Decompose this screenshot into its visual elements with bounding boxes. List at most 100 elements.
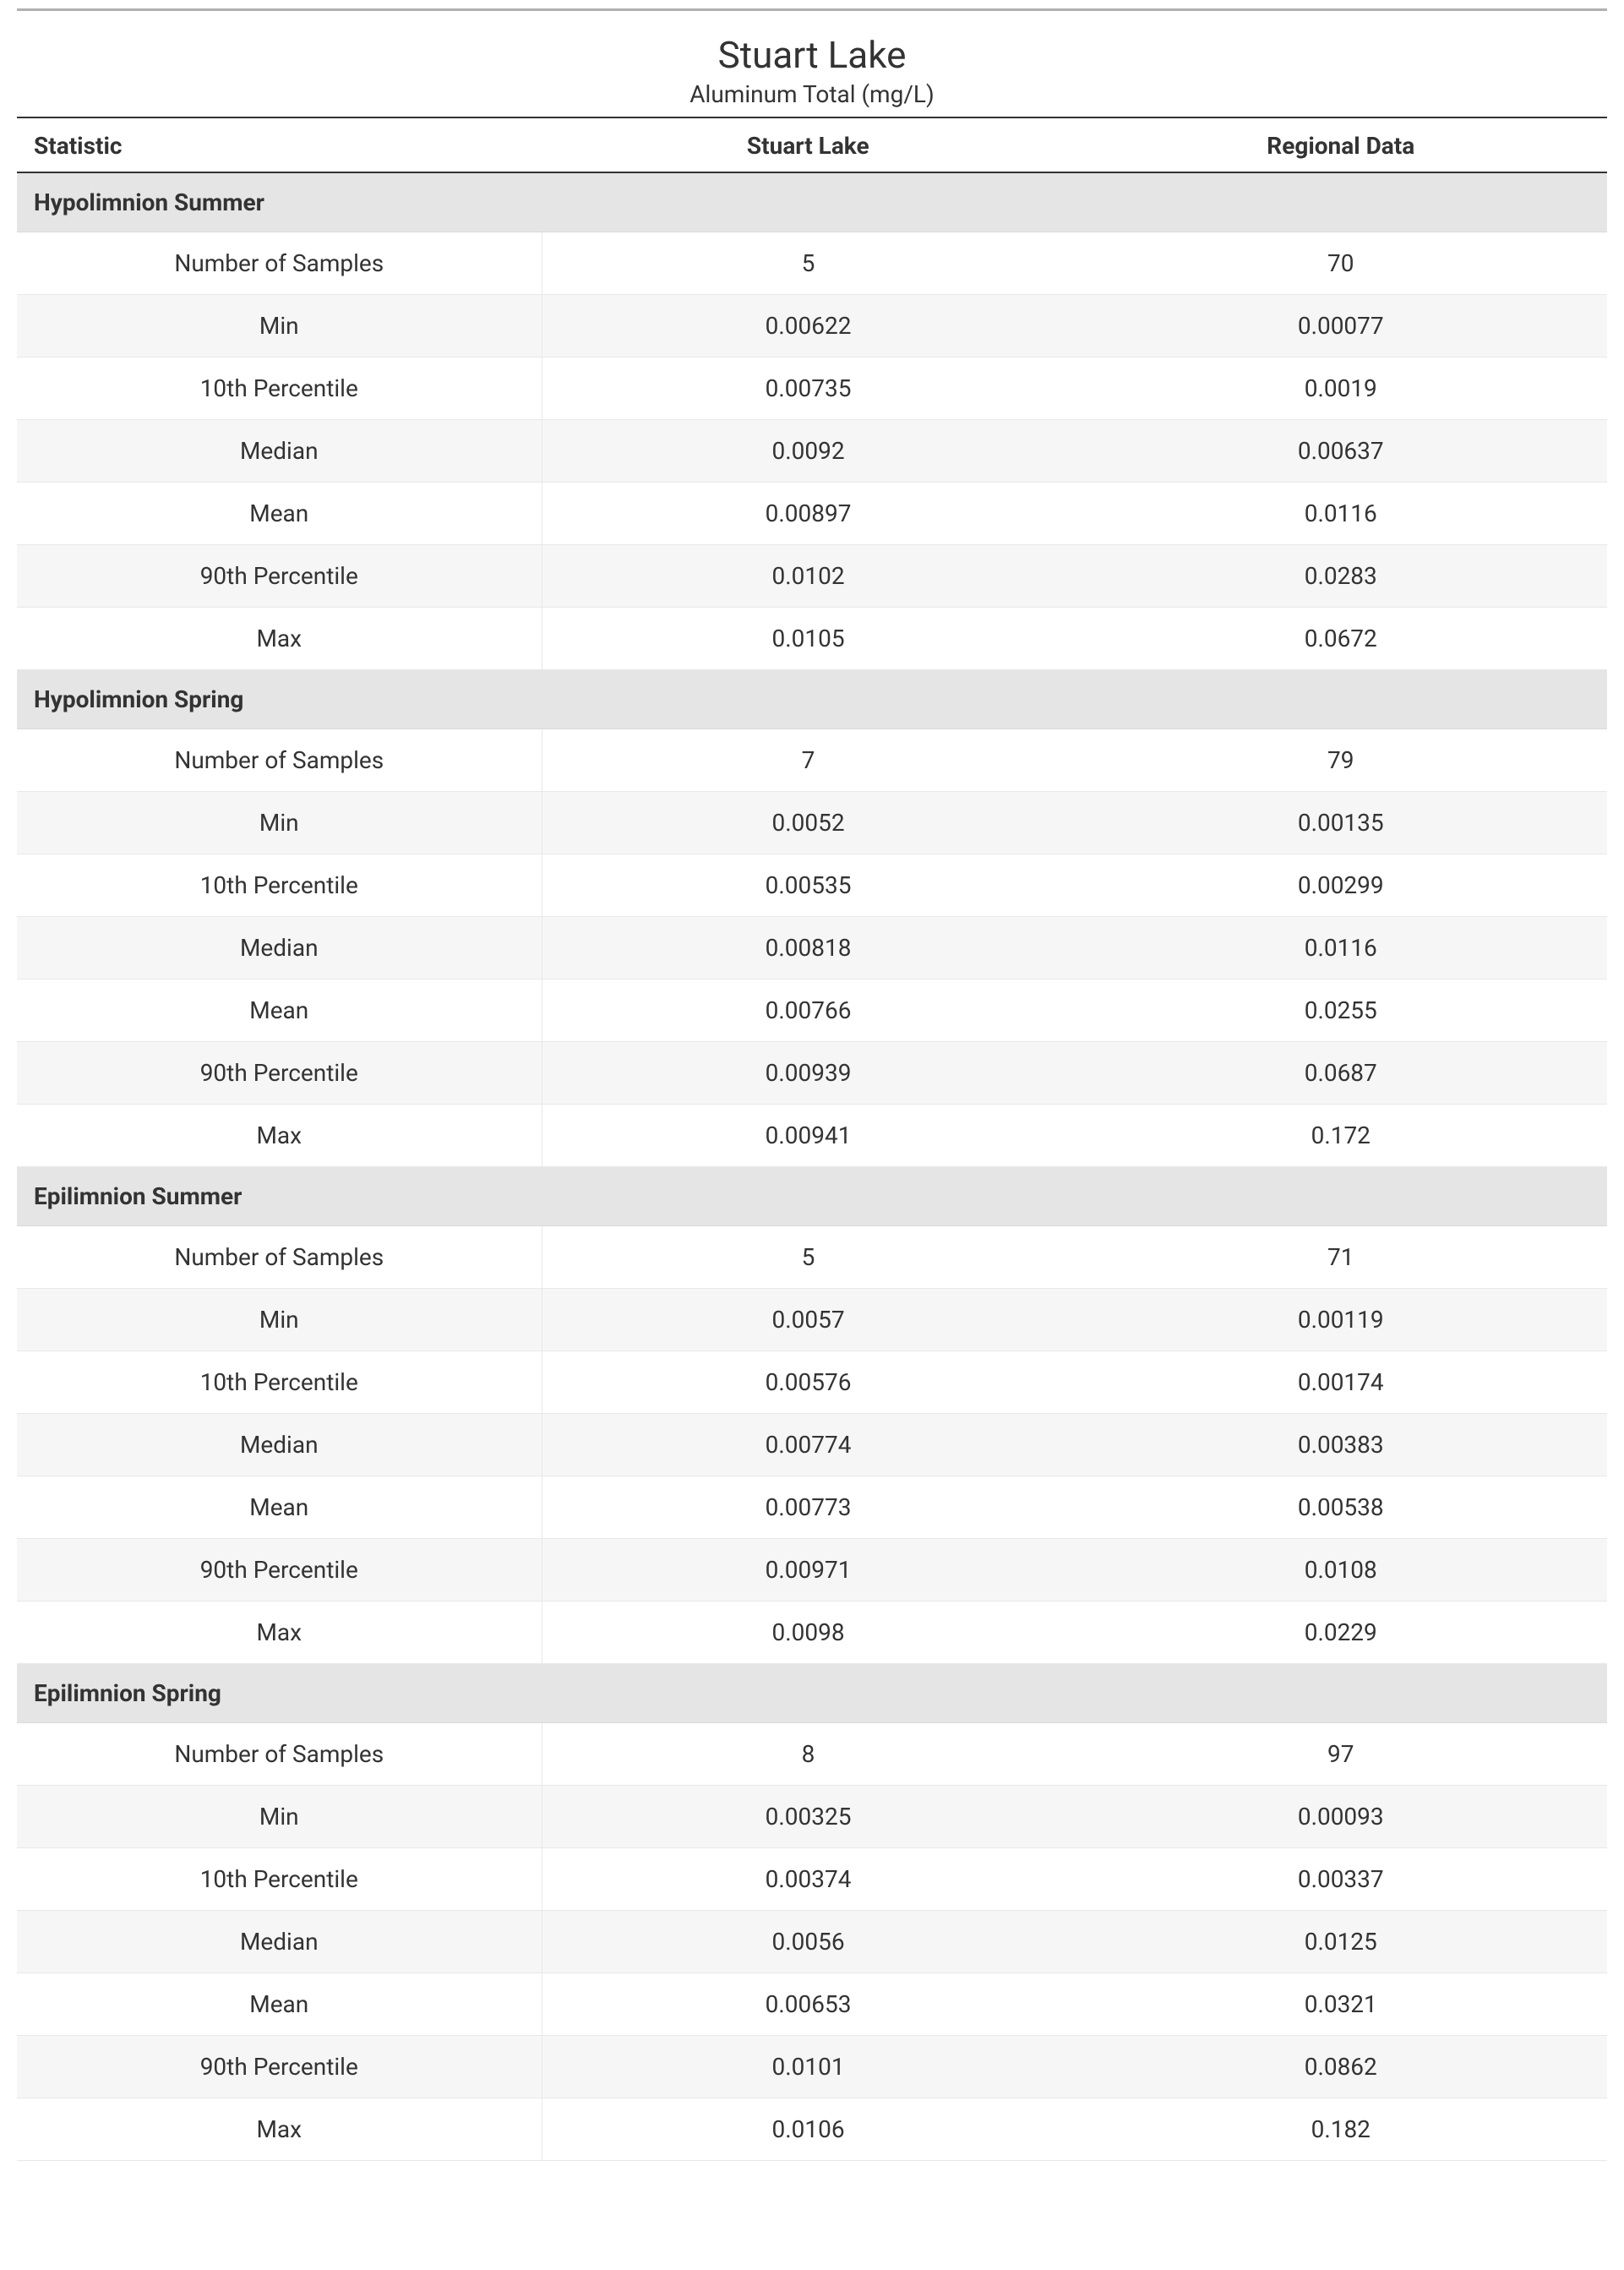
table-row: Number of Samples779 — [17, 729, 1607, 792]
table-header-row: Statistic Stuart Lake Regional Data — [17, 118, 1607, 172]
table-row: Number of Samples897 — [17, 1723, 1607, 1786]
stat-name: Max — [17, 2098, 542, 2161]
value-regional: 0.0321 — [1075, 1973, 1607, 2036]
value-lake: 0.00325 — [542, 1786, 1074, 1848]
value-regional: 0.00174 — [1075, 1351, 1607, 1414]
section-label: Hypolimnion Spring — [17, 670, 1607, 729]
table-row: Min0.003250.00093 — [17, 1786, 1607, 1848]
table-row: Mean0.006530.0321 — [17, 1973, 1607, 2036]
value-regional: 0.0687 — [1075, 1042, 1607, 1105]
table-row: 90th Percentile0.009710.0108 — [17, 1539, 1607, 1602]
stat-name: Max — [17, 1105, 542, 1167]
value-regional: 79 — [1075, 729, 1607, 792]
value-regional: 0.182 — [1075, 2098, 1607, 2161]
table-body: Hypolimnion SummerNumber of Samples570Mi… — [17, 172, 1607, 2161]
stat-name: Number of Samples — [17, 729, 542, 792]
stat-name: Mean — [17, 483, 542, 545]
value-lake: 0.00818 — [542, 917, 1074, 979]
value-lake: 0.0057 — [542, 1289, 1074, 1351]
stat-name: Min — [17, 295, 542, 357]
section-label: Epilimnion Summer — [17, 1167, 1607, 1226]
value-lake: 0.00374 — [542, 1848, 1074, 1911]
value-regional: 0.0862 — [1075, 2036, 1607, 2098]
stat-name: Min — [17, 792, 542, 854]
value-lake: 0.0102 — [542, 545, 1074, 608]
value-regional: 0.00299 — [1075, 854, 1607, 917]
value-lake: 5 — [542, 1226, 1074, 1289]
stat-name: Number of Samples — [17, 1723, 542, 1786]
stat-name: 90th Percentile — [17, 2036, 542, 2098]
section-header-row: Hypolimnion Summer — [17, 172, 1607, 232]
stat-name: 10th Percentile — [17, 1848, 542, 1911]
stat-name: Min — [17, 1786, 542, 1848]
table-row: Median0.00920.00637 — [17, 420, 1607, 483]
stat-name: Min — [17, 1289, 542, 1351]
col-header-lake: Stuart Lake — [542, 118, 1074, 172]
table-row: Max0.009410.172 — [17, 1105, 1607, 1167]
section-label: Epilimnion Spring — [17, 1664, 1607, 1723]
stat-name: 10th Percentile — [17, 357, 542, 420]
stat-name: Median — [17, 420, 542, 483]
table-row: Mean0.008970.0116 — [17, 483, 1607, 545]
value-regional: 0.0125 — [1075, 1911, 1607, 1973]
value-lake: 0.0106 — [542, 2098, 1074, 2161]
table-row: Min0.006220.00077 — [17, 295, 1607, 357]
value-regional: 0.00119 — [1075, 1289, 1607, 1351]
value-lake: 0.00774 — [542, 1414, 1074, 1476]
value-lake: 0.0052 — [542, 792, 1074, 854]
table-row: Mean0.007730.00538 — [17, 1476, 1607, 1539]
value-regional: 70 — [1075, 232, 1607, 295]
section-header-row: Epilimnion Summer — [17, 1167, 1607, 1226]
table-row: 10th Percentile0.003740.00337 — [17, 1848, 1607, 1911]
value-regional: 0.00383 — [1075, 1414, 1607, 1476]
value-lake: 8 — [542, 1723, 1074, 1786]
section-label: Hypolimnion Summer — [17, 172, 1607, 232]
stat-name: Mean — [17, 1973, 542, 2036]
stat-name: Mean — [17, 979, 542, 1042]
table-row: Min0.00520.00135 — [17, 792, 1607, 854]
value-lake: 0.00971 — [542, 1539, 1074, 1602]
table-row: Number of Samples570 — [17, 232, 1607, 295]
table-row: 10th Percentile0.005760.00174 — [17, 1351, 1607, 1414]
table-row: Max0.01060.182 — [17, 2098, 1607, 2161]
value-regional: 97 — [1075, 1723, 1607, 1786]
stat-name: Median — [17, 917, 542, 979]
value-regional: 71 — [1075, 1226, 1607, 1289]
value-regional: 0.0116 — [1075, 917, 1607, 979]
table-row: Number of Samples571 — [17, 1226, 1607, 1289]
col-header-statistic: Statistic — [17, 118, 542, 172]
stat-name: Max — [17, 608, 542, 670]
col-header-regional: Regional Data — [1075, 118, 1607, 172]
stat-name: Mean — [17, 1476, 542, 1539]
value-lake: 0.0098 — [542, 1602, 1074, 1664]
table-row: 90th Percentile0.009390.0687 — [17, 1042, 1607, 1105]
value-regional: 0.0108 — [1075, 1539, 1607, 1602]
table-row: Mean0.007660.0255 — [17, 979, 1607, 1042]
stat-name: Median — [17, 1414, 542, 1476]
stat-name: Max — [17, 1602, 542, 1664]
value-regional: 0.00337 — [1075, 1848, 1607, 1911]
value-lake: 0.0105 — [542, 608, 1074, 670]
table-row: Median0.008180.0116 — [17, 917, 1607, 979]
value-regional: 0.0116 — [1075, 483, 1607, 545]
value-lake: 0.00766 — [542, 979, 1074, 1042]
stat-name: Number of Samples — [17, 1226, 542, 1289]
value-lake: 0.00576 — [542, 1351, 1074, 1414]
table-row: Median0.00560.0125 — [17, 1911, 1607, 1973]
stat-name: Number of Samples — [17, 232, 542, 295]
value-regional: 0.00135 — [1075, 792, 1607, 854]
title-block: Stuart Lake Aluminum Total (mg/L) — [17, 26, 1607, 118]
value-regional: 0.172 — [1075, 1105, 1607, 1167]
table-row: Min0.00570.00119 — [17, 1289, 1607, 1351]
stats-table: Statistic Stuart Lake Regional Data Hypo… — [17, 118, 1607, 2161]
table-row: Median0.007740.00383 — [17, 1414, 1607, 1476]
value-regional: 0.0019 — [1075, 357, 1607, 420]
table-row: 10th Percentile0.007350.0019 — [17, 357, 1607, 420]
value-lake: 0.00941 — [542, 1105, 1074, 1167]
table-row: 90th Percentile0.01020.0283 — [17, 545, 1607, 608]
value-lake: 0.00535 — [542, 854, 1074, 917]
value-lake: 0.0056 — [542, 1911, 1074, 1973]
value-lake: 0.0092 — [542, 420, 1074, 483]
value-lake: 0.00939 — [542, 1042, 1074, 1105]
value-regional: 0.00077 — [1075, 295, 1607, 357]
